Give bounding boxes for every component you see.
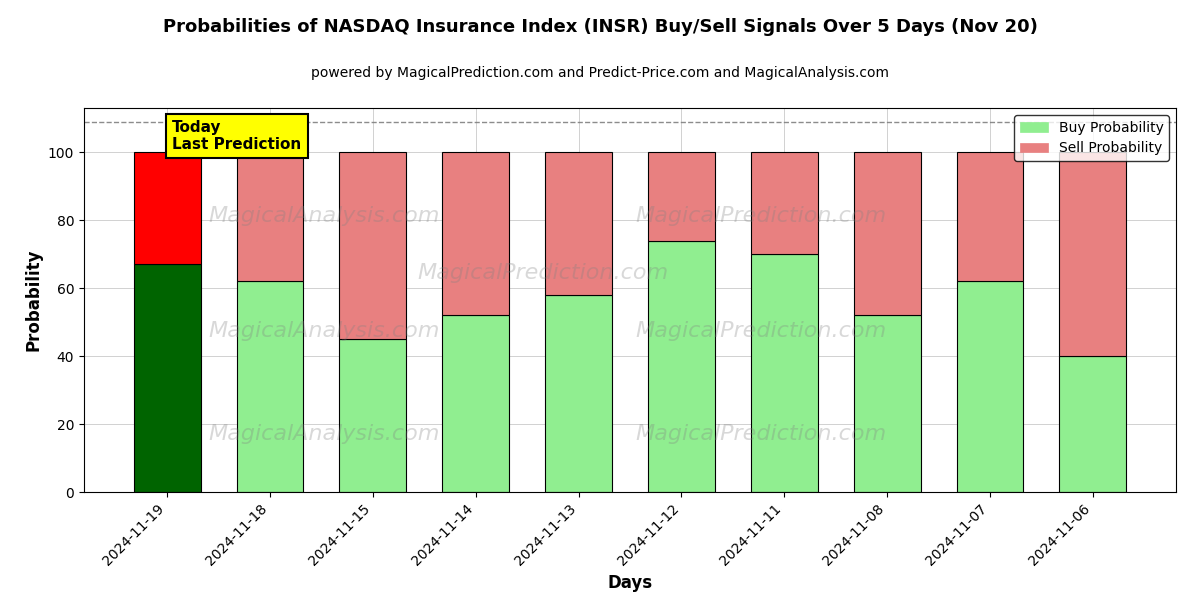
Bar (340, 339, 407, 492)
Bar (956, 281, 1024, 492)
Text: MagicalAnalysis.com: MagicalAnalysis.com (209, 321, 440, 341)
Text: MagicalPrediction.com: MagicalPrediction.com (636, 424, 887, 445)
Text: MagicalPrediction.com: MagicalPrediction.com (418, 263, 668, 283)
Bar (236, 152, 304, 281)
Bar (956, 152, 1024, 281)
Text: MagicalAnalysis.com: MagicalAnalysis.com (209, 206, 440, 226)
Bar (133, 152, 200, 265)
Bar (443, 152, 509, 315)
X-axis label: Days: Days (607, 574, 653, 592)
Bar (340, 152, 407, 339)
Bar (545, 152, 612, 295)
Y-axis label: Probability: Probability (24, 249, 42, 351)
Legend: Buy Probability, Sell Probability: Buy Probability, Sell Probability (1014, 115, 1169, 161)
Bar (545, 295, 612, 492)
Text: MagicalPrediction.com: MagicalPrediction.com (636, 321, 887, 341)
Text: MagicalPrediction.com: MagicalPrediction.com (636, 206, 887, 226)
Text: powered by MagicalPrediction.com and Predict-Price.com and MagicalAnalysis.com: powered by MagicalPrediction.com and Pre… (311, 66, 889, 80)
Bar (751, 254, 817, 492)
Bar (443, 315, 509, 492)
Text: MagicalAnalysis.com: MagicalAnalysis.com (209, 424, 440, 445)
Bar (853, 152, 920, 315)
Bar (751, 152, 817, 254)
Text: Today
Last Prediction: Today Last Prediction (173, 120, 301, 152)
Bar (133, 265, 200, 492)
Text: Probabilities of NASDAQ Insurance Index (INSR) Buy/Sell Signals Over 5 Days (Nov: Probabilities of NASDAQ Insurance Index … (162, 18, 1038, 36)
Bar (236, 281, 304, 492)
Bar (1060, 152, 1127, 356)
Bar (853, 315, 920, 492)
Bar (648, 152, 715, 241)
Bar (648, 241, 715, 492)
Bar (1060, 356, 1127, 492)
